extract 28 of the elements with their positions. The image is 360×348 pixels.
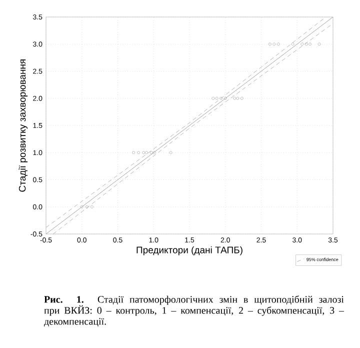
point (80, 205, 84, 208)
point (152, 151, 156, 154)
point (90, 205, 94, 208)
text: Рис. 1. Стадії патоморфологічних змін в щитоподібній залозі при ВКЙЗ: 0 – контроль, 1 – компенсації, 2 – субкомпенсації, 3 – декомпенсації. (44, 296, 344, 327)
point (272, 42, 276, 46)
point (291, 42, 294, 46)
point (142, 151, 146, 154)
point (268, 42, 272, 46)
point (212, 96, 215, 100)
x-axis-title: Предиктори (дані ТАПБ) (136, 246, 242, 256)
point (150, 151, 153, 154)
point (318, 42, 321, 46)
point (132, 151, 135, 154)
point (85, 205, 88, 208)
point (240, 96, 244, 100)
point (277, 42, 280, 46)
point (305, 42, 308, 46)
point (224, 96, 227, 100)
point (145, 151, 148, 154)
point (215, 96, 218, 100)
point (137, 151, 140, 154)
y-axis-title: Стадії розвитку захворювання (18, 59, 28, 192)
point (233, 96, 236, 100)
point (300, 42, 304, 46)
point (308, 42, 312, 46)
point (220, 96, 223, 100)
point (236, 96, 240, 100)
point (169, 151, 172, 154)
